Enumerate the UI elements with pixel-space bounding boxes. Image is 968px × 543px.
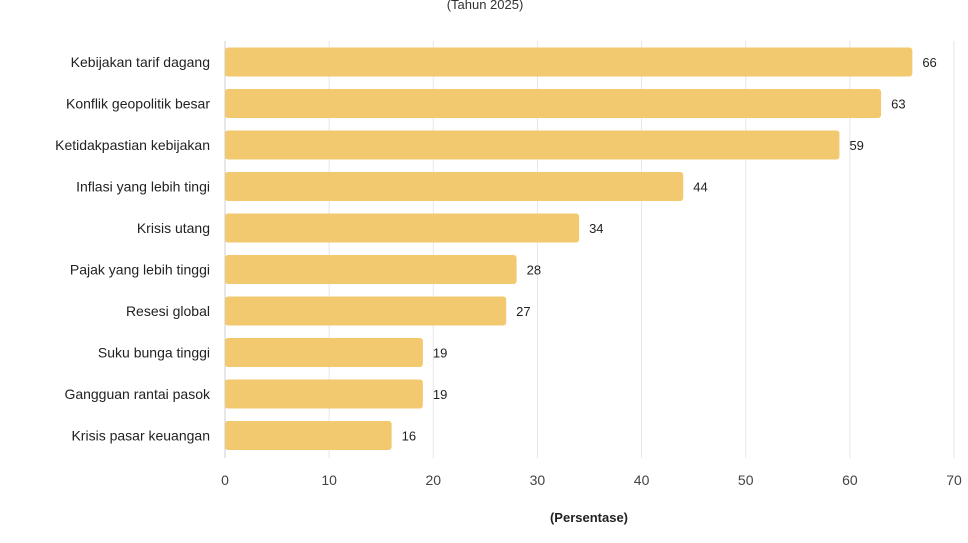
x-tick-label: 40 <box>634 472 650 488</box>
category-label: Kebijakan tarif dagang <box>71 54 210 70</box>
value-label: 63 <box>891 97 905 112</box>
x-tick-label: 20 <box>425 472 441 488</box>
x-tick-label: 0 <box>221 472 229 488</box>
category-labels: Kebijakan tarif dagang Konflik geopolitik… <box>55 54 211 444</box>
category-label: Suku bunga tinggi <box>98 345 210 361</box>
x-axis-label: (Persentase) <box>550 510 628 525</box>
chart-subtitle: (Tahun 2025) <box>447 0 524 12</box>
value-label: 66 <box>922 55 936 70</box>
x-tick-label: 50 <box>738 472 754 488</box>
x-tick-label: 60 <box>842 472 858 488</box>
value-label: 34 <box>589 221 603 236</box>
bar <box>225 213 580 243</box>
value-labels: 66 63 59 44 34 28 27 19 19 16 <box>402 55 937 444</box>
category-label: Konflik geopolitik besar <box>66 96 210 112</box>
bar <box>225 379 423 409</box>
category-label: Krisis utang <box>137 220 210 236</box>
bar <box>225 296 507 326</box>
category-label: Pajak yang lebih tinggi <box>70 262 210 278</box>
bar <box>225 89 882 118</box>
bar <box>225 255 517 284</box>
value-label: 44 <box>693 180 707 195</box>
bar <box>225 338 423 367</box>
x-tick-labels: 0 10 20 30 40 50 60 70 <box>221 472 962 488</box>
value-label: 59 <box>849 138 863 153</box>
bars <box>225 47 913 450</box>
value-label: 19 <box>433 346 447 361</box>
value-label: 27 <box>516 304 530 319</box>
bar <box>225 172 684 201</box>
value-label: 16 <box>402 429 416 444</box>
category-label: Ketidakpastian kebijakan <box>55 137 210 153</box>
category-label: Resesi global <box>126 303 210 319</box>
x-tick-label: 10 <box>321 472 337 488</box>
x-tick-label: 70 <box>946 472 962 488</box>
category-label: Krisis pasar keuangan <box>71 428 210 444</box>
x-tick-label: 30 <box>530 472 546 488</box>
bar <box>225 130 840 160</box>
category-label: Inflasi yang lebih tingi <box>76 179 210 195</box>
bar <box>225 47 913 77</box>
value-label: 19 <box>433 387 447 402</box>
bar <box>225 421 392 450</box>
value-label: 28 <box>527 263 541 278</box>
category-label: Gangguan rantai pasok <box>64 386 211 402</box>
